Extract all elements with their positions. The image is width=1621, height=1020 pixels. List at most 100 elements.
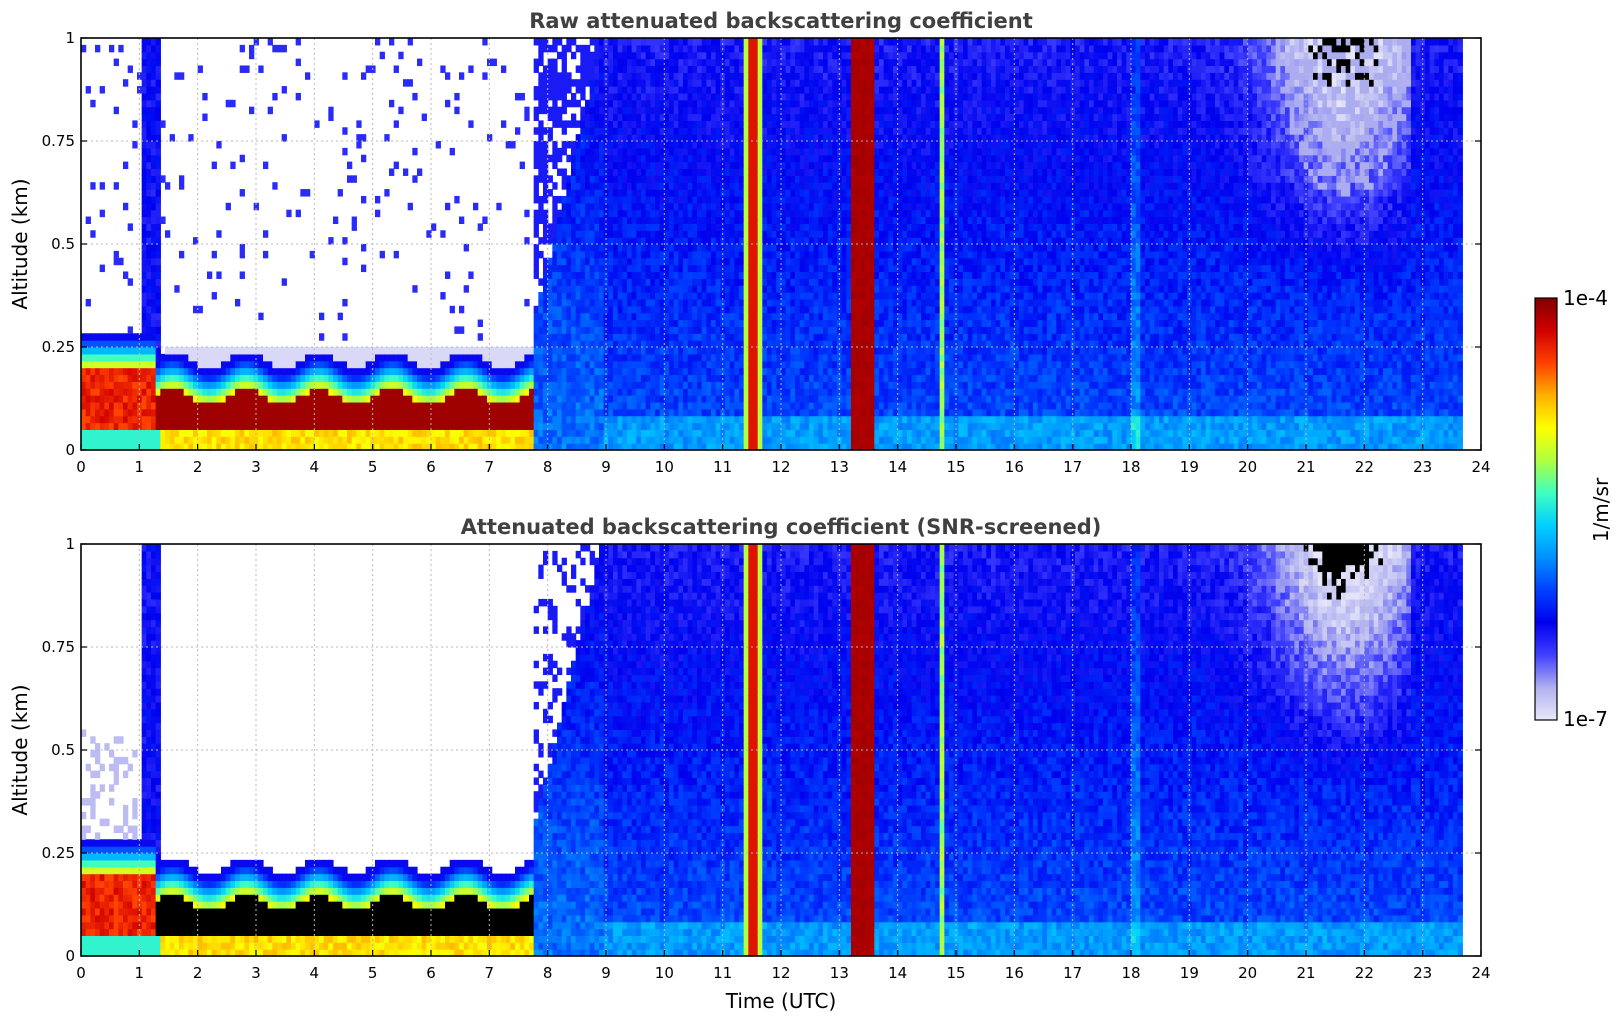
heatmap-cell xyxy=(767,72,773,80)
heatmap-cell xyxy=(781,347,787,355)
heatmap-cell xyxy=(687,223,693,231)
heatmap-cell xyxy=(370,353,376,362)
heatmap-cell xyxy=(608,319,614,327)
heatmap-cell xyxy=(580,401,586,410)
heatmap-cell xyxy=(225,347,231,355)
heatmap-cell xyxy=(781,202,787,211)
heatmap-cell xyxy=(580,216,586,224)
heatmap-cell xyxy=(342,333,348,341)
heatmap-cell xyxy=(781,305,787,314)
heatmap-cell xyxy=(258,436,264,444)
heatmap-cell xyxy=(608,443,614,450)
heatmap-cell xyxy=(641,195,647,204)
heatmap-cell xyxy=(179,250,185,259)
heatmap-cell xyxy=(673,237,679,245)
heatmap-cell xyxy=(631,443,637,450)
heatmap-cell xyxy=(580,367,586,376)
heatmap-cell xyxy=(767,360,773,369)
heatmap-cell xyxy=(155,305,161,314)
heatmap-cell xyxy=(669,189,675,197)
heatmap-cell xyxy=(589,353,595,362)
heatmap-cell xyxy=(174,422,180,430)
heatmap-cell xyxy=(183,415,189,424)
heatmap-cell xyxy=(664,244,670,252)
heatmap-cell xyxy=(650,209,656,218)
heatmap-cell xyxy=(613,360,619,369)
heatmap-cell xyxy=(767,436,773,444)
heatmap-cell xyxy=(729,189,735,197)
heatmap-cell xyxy=(734,278,740,286)
heatmap-cell xyxy=(146,305,152,314)
heatmap-cell xyxy=(627,51,633,60)
heatmap-cell xyxy=(715,347,721,355)
heatmap-cell xyxy=(482,443,488,450)
heatmap-cell xyxy=(127,360,133,369)
heatmap-cell xyxy=(561,147,567,156)
heatmap-cell xyxy=(286,360,292,369)
heatmap-cell xyxy=(533,92,539,101)
heatmap-cell xyxy=(608,360,614,369)
heatmap-cell xyxy=(361,264,367,273)
heatmap-cell xyxy=(258,415,264,424)
heatmap-cell xyxy=(146,154,152,163)
heatmap-cell xyxy=(81,374,87,382)
heatmap-cell xyxy=(771,106,777,115)
heatmap-cell xyxy=(589,408,595,417)
heatmap-cell xyxy=(566,244,572,252)
heatmap-cell xyxy=(673,92,679,101)
heatmap-cell xyxy=(734,147,740,156)
heatmap-cell xyxy=(725,195,731,204)
heatmap-cell xyxy=(692,113,698,121)
heatmap-cell xyxy=(781,326,787,334)
heatmap-cell xyxy=(687,237,693,245)
heatmap-cell xyxy=(697,72,703,80)
heatmap-cell xyxy=(99,422,105,430)
heatmap-cell xyxy=(757,92,763,101)
heatmap-cell xyxy=(351,381,357,389)
heatmap-cell xyxy=(781,340,787,348)
heatmap-cell xyxy=(277,44,283,53)
heatmap-cell xyxy=(743,38,749,46)
heatmap-cell xyxy=(603,51,609,60)
heatmap-cell xyxy=(468,415,474,424)
heatmap-cell xyxy=(673,113,679,121)
heatmap-cell xyxy=(729,147,735,156)
heatmap-cell xyxy=(258,401,264,410)
heatmap-cell xyxy=(664,44,670,53)
heatmap-cell xyxy=(734,92,740,101)
heatmap-cell xyxy=(272,367,278,376)
heatmap-cell xyxy=(711,202,717,211)
heatmap-cell xyxy=(645,360,651,369)
heatmap-cell xyxy=(692,436,698,444)
heatmap-cell xyxy=(743,257,749,266)
heatmap-cell xyxy=(664,38,670,46)
heatmap-cell xyxy=(557,223,563,231)
heatmap-cell xyxy=(393,381,399,389)
heatmap-cell xyxy=(323,408,329,417)
heatmap-cell xyxy=(753,388,759,396)
heatmap-cell xyxy=(645,292,651,300)
heatmap-cell xyxy=(571,264,577,273)
heatmap-cell xyxy=(734,58,740,67)
heatmap-cell xyxy=(589,319,595,327)
heatmap-cell xyxy=(547,271,553,279)
heatmap-cell xyxy=(599,353,605,362)
heatmap-cell xyxy=(557,340,563,348)
heatmap-cell xyxy=(743,168,749,176)
heatmap-cell xyxy=(589,230,595,238)
heatmap-cell xyxy=(697,106,703,115)
heatmap-cell xyxy=(692,51,698,60)
heatmap-cell xyxy=(617,319,623,327)
heatmap-cell xyxy=(356,134,362,142)
heatmap-cell xyxy=(160,381,166,389)
heatmap-cell xyxy=(319,415,325,424)
heatmap-cell xyxy=(571,312,577,321)
heatmap-cell xyxy=(757,154,763,163)
heatmap-cell xyxy=(762,436,768,444)
heatmap-cell xyxy=(127,65,133,73)
heatmap-cell xyxy=(608,161,614,170)
heatmap-cell xyxy=(337,189,343,197)
heatmap-cell xyxy=(281,436,287,444)
heatmap-cell xyxy=(95,388,101,396)
heatmap-cell xyxy=(468,367,474,376)
